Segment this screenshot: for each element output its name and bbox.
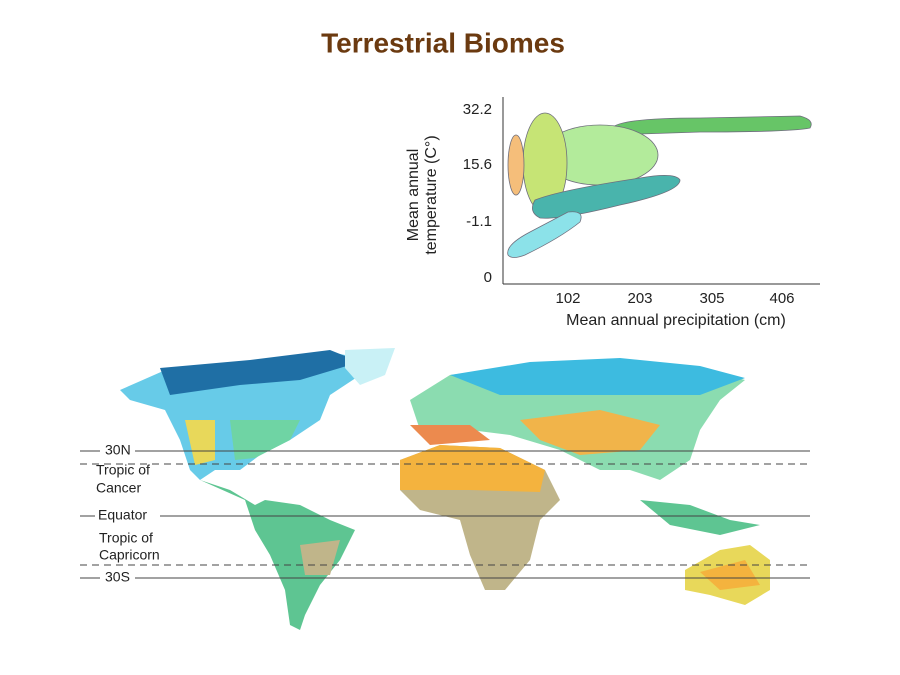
y-axis-label: Mean annual temperature (C°) <box>405 135 440 254</box>
biome-area <box>160 350 360 395</box>
region <box>611 115 812 137</box>
biome-regions <box>507 112 812 258</box>
continent <box>200 480 355 630</box>
biome-area <box>700 560 760 590</box>
climate-chart: 32.2 15.6 -1.1 0 102 203 305 406 Mean an… <box>405 97 820 329</box>
continent <box>640 500 760 535</box>
x-tick-label: 203 <box>627 290 652 307</box>
y-tick-label: 15.6 <box>463 156 492 173</box>
biome-area <box>450 358 745 395</box>
latitude-lines <box>80 450 810 579</box>
slide-title: Terrestrial Biomes <box>321 27 565 58</box>
latitude-label: Equator <box>98 507 147 523</box>
latitude-label: 30S <box>105 569 130 585</box>
y-axis-label-line: temperature (C°) <box>423 135 440 254</box>
latitude-label: Cancer <box>96 480 141 496</box>
region <box>507 134 525 196</box>
y-tick-label: 32.2 <box>463 101 492 118</box>
x-tick-label: 406 <box>769 290 794 307</box>
biome-area <box>230 420 300 460</box>
y-axis-label-line: Mean annual <box>405 149 422 242</box>
biome-area <box>410 425 490 445</box>
biome-area <box>185 420 215 465</box>
latitude-label: Tropic of <box>96 462 150 478</box>
x-tick-label: 102 <box>555 290 580 307</box>
biome-area <box>400 445 545 492</box>
region <box>507 211 582 258</box>
x-tick-label: 305 <box>699 290 724 307</box>
y-tick-label: 0 <box>484 269 492 286</box>
region <box>532 175 681 219</box>
latitude-label: 30N <box>105 442 131 458</box>
continent <box>345 348 395 385</box>
world-map <box>120 348 770 630</box>
y-tick-label: -1.1 <box>466 213 492 230</box>
latitude-label: Tropic of <box>99 530 153 546</box>
latitude-label: Capricorn <box>99 547 160 563</box>
biome-area <box>300 540 340 575</box>
biome-area <box>520 410 660 455</box>
x-axis-label: Mean annual precipitation (cm) <box>566 312 786 329</box>
